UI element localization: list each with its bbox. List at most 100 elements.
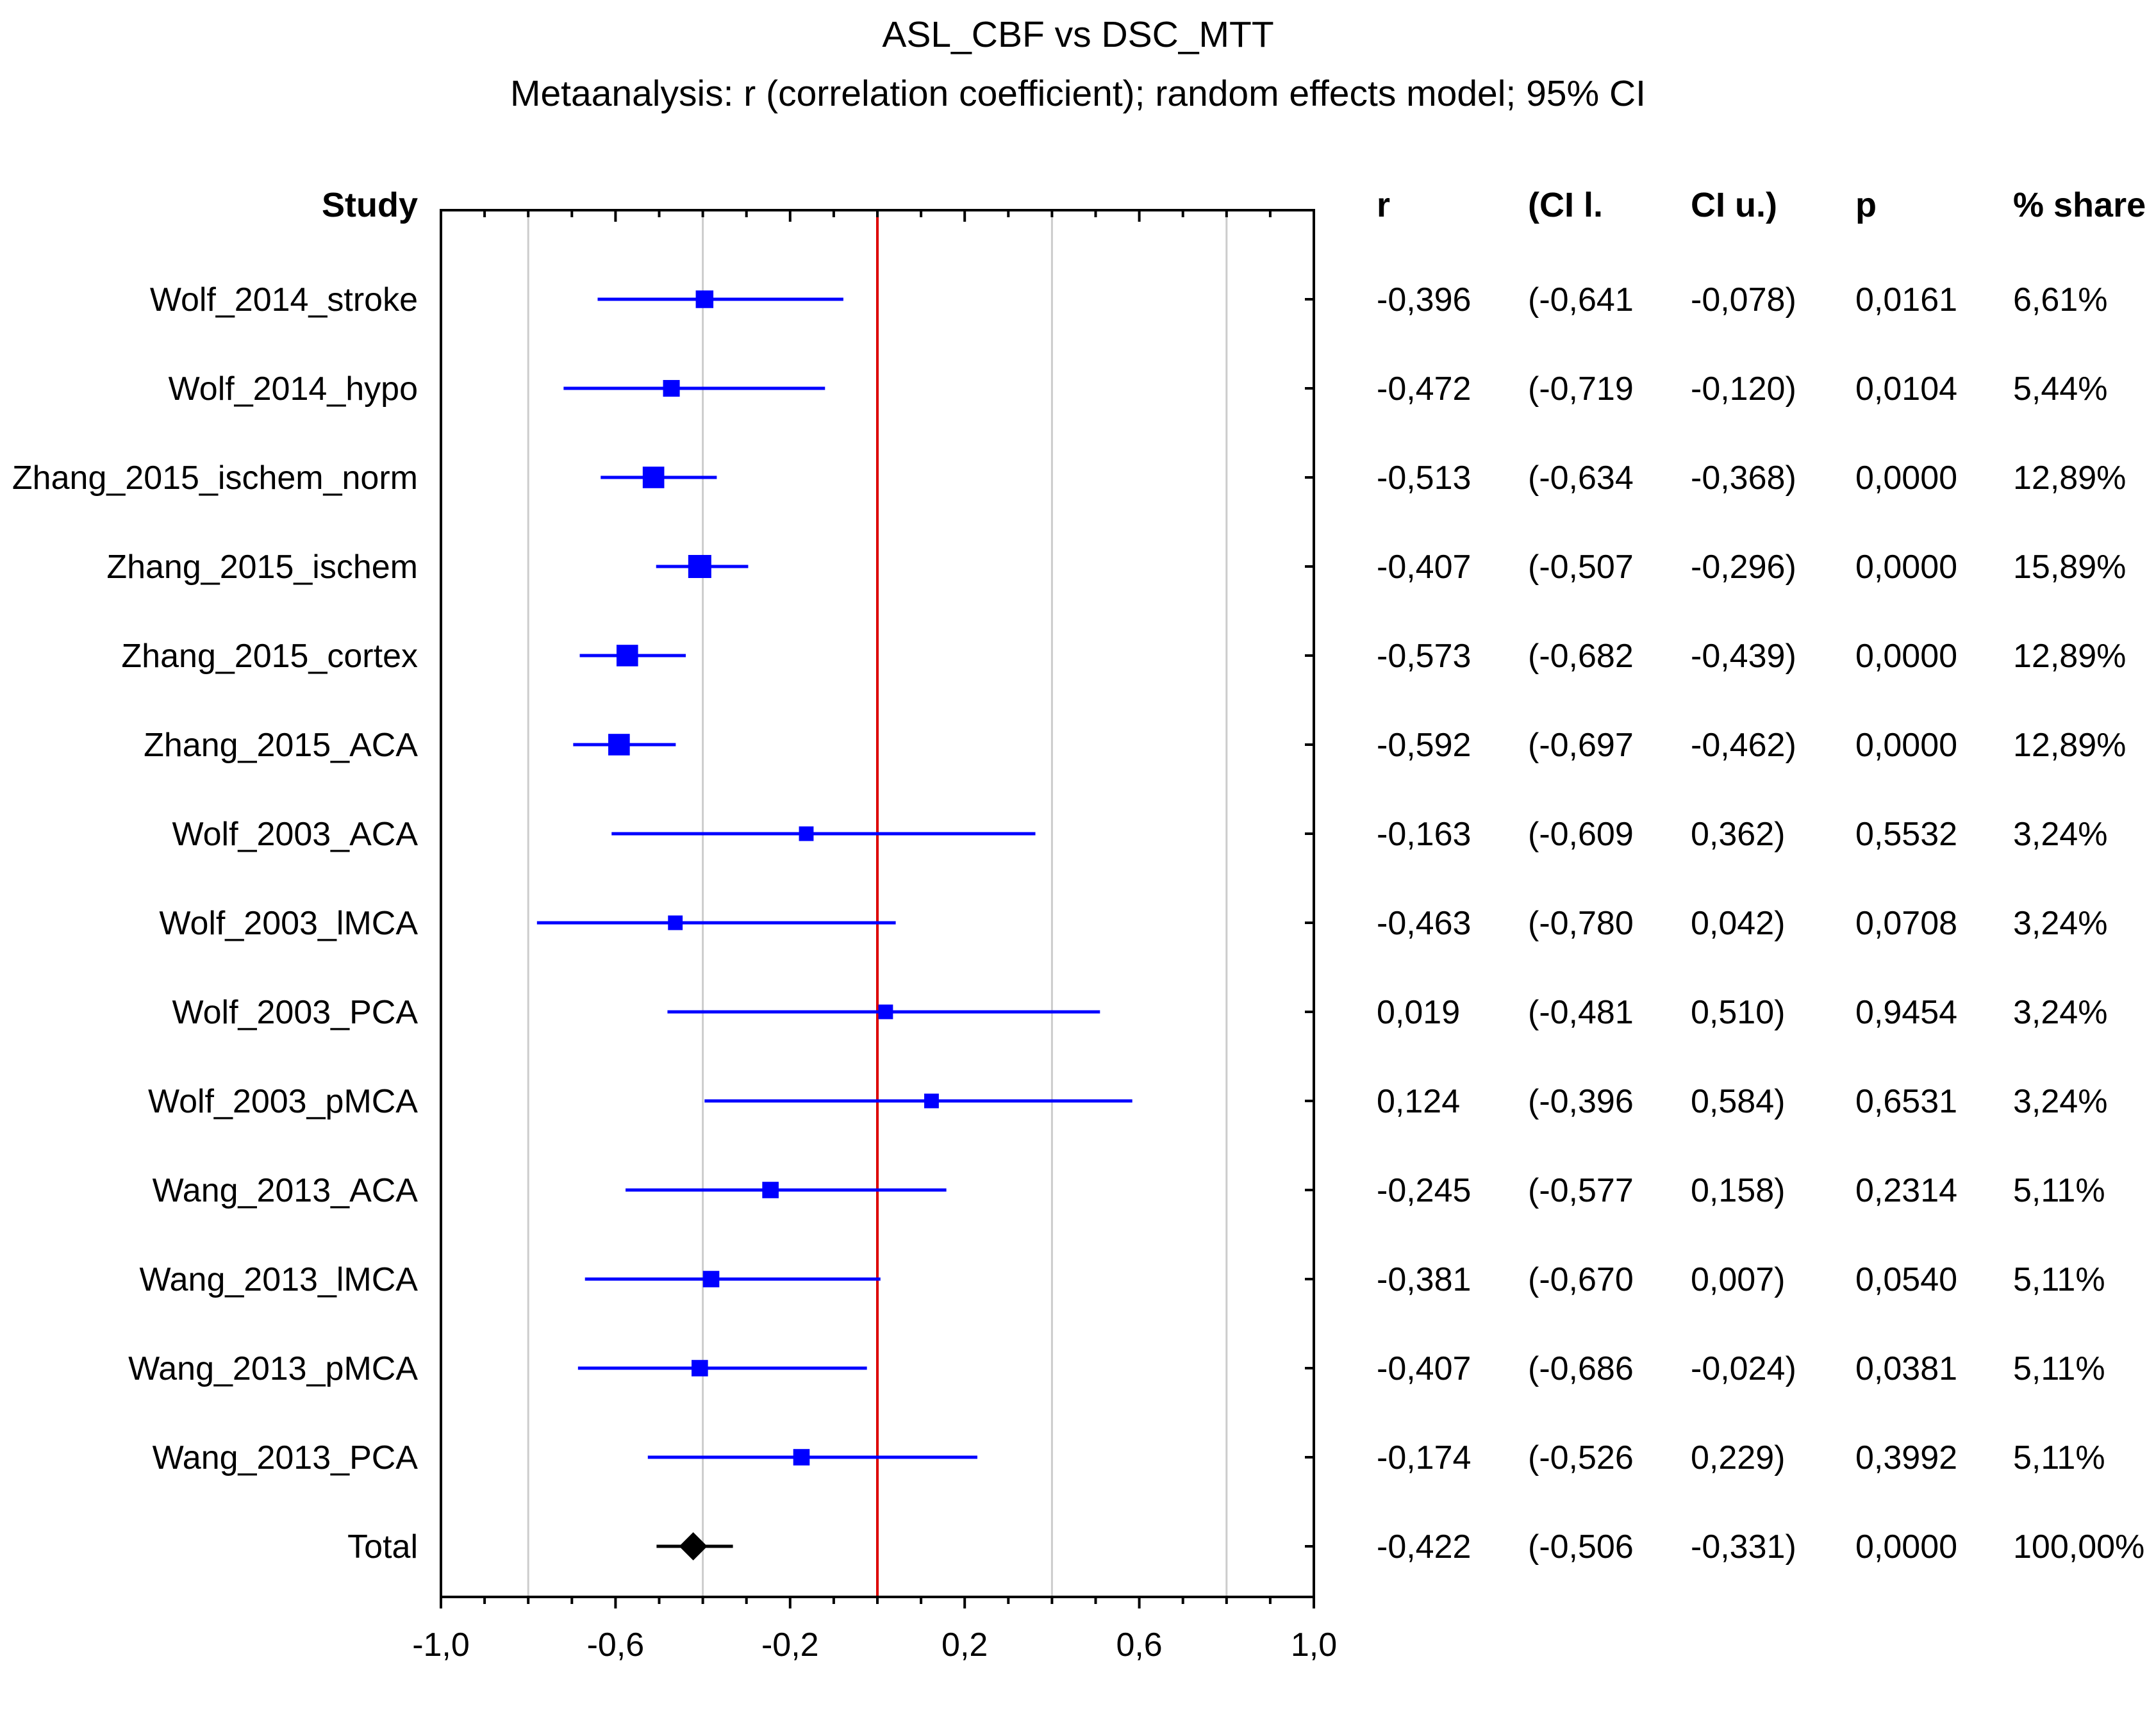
p-value: 0,3992	[1855, 1439, 1957, 1476]
share-value: 12,89%	[2013, 638, 2126, 675]
ci-upper-value: 0,158)	[1691, 1172, 1785, 1209]
study-label: Wang_2013_ACA	[153, 1172, 419, 1209]
study-label: Wolf_2014_hypo	[169, 370, 418, 408]
share-value: 5,11%	[2013, 1261, 2105, 1298]
ci-lower-value: (-0,481	[1528, 994, 1634, 1031]
ci-upper-value: 0,229)	[1691, 1439, 1785, 1476]
r-value: -0,513	[1377, 459, 1471, 497]
p-value: 0,5532	[1855, 816, 1957, 853]
total-label: Total	[347, 1528, 418, 1566]
p-value: 0,0708	[1855, 905, 1957, 942]
ci-upper-value: 0,007)	[1691, 1261, 1785, 1298]
study-row: Zhang_2015_cortex -0,573 (-0,682 -0,439) 0,0…	[121, 638, 2126, 675]
point-estimate	[608, 734, 630, 756]
header-r: r	[1377, 186, 1390, 224]
study-label: Zhang_2015_ischem	[106, 549, 418, 586]
r-value: -0,174	[1377, 1439, 1471, 1476]
share-value: 5,44%	[2013, 370, 2107, 408]
header-ci-upper: CI u.)	[1691, 186, 1777, 224]
total-diamond	[679, 1532, 708, 1560]
r-value: -0,463	[1377, 905, 1471, 942]
point-estimate	[688, 555, 711, 578]
study-row: Wolf_2014_hypo -0,472 (-0,719 -0,120) 0,0104…	[169, 370, 2108, 408]
study-row: Zhang_2015_ischem -0,407 (-0,507 -0,296) 0,0…	[106, 549, 2126, 586]
share-value: 5,11%	[2013, 1439, 2105, 1476]
share-value: 6,61%	[2013, 281, 2107, 318]
x-tick-label: -1,0	[412, 1626, 470, 1664]
point-estimate	[616, 645, 638, 666]
x-tick-label: -0,2	[761, 1626, 819, 1664]
share-value: 12,89%	[2013, 727, 2126, 764]
x-tick-label: 0,6	[1116, 1626, 1162, 1664]
p-value: 0,2314	[1855, 1172, 1957, 1209]
point-estimate	[702, 1271, 720, 1287]
ci-lower-value: (-0,577	[1528, 1172, 1634, 1209]
study-row: Wolf_2014_stroke -0,396 (-0,641 -0,078) 0,01…	[150, 281, 2108, 318]
study-row: Zhang_2015_ACA -0,592 (-0,697 -0,462) 0,0000…	[144, 727, 2126, 764]
point-estimate	[695, 290, 714, 308]
point-estimate	[663, 379, 680, 397]
ci-lower-value: (-0,609	[1528, 816, 1634, 853]
ci-upper-value: -0,120)	[1691, 370, 1796, 408]
p-value: 0,6531	[1855, 1083, 1957, 1120]
r-value: 0,124	[1377, 1083, 1460, 1120]
header-ci-lower: (CI l.	[1528, 186, 1603, 224]
chart-title: ASL_CBF vs DSC_MTT	[882, 14, 1273, 55]
r-value: -0,592	[1377, 727, 1471, 764]
p-value: 0,9454	[1855, 994, 1957, 1031]
ci-lower-value: (-0,634	[1528, 459, 1634, 497]
ci-lower-value: (-0,526	[1528, 1439, 1634, 1476]
point-estimate	[793, 1449, 810, 1466]
share-value: 5,11%	[2013, 1350, 2105, 1387]
study-label: Wolf_2003_PCA	[172, 994, 419, 1031]
p-value: 0,0000	[1855, 549, 1957, 586]
x-axis: -1,0 -0,6 -0,2 0,2 0,6 1,0	[412, 210, 1337, 1664]
study-label: Wang_2013_pMCA	[128, 1350, 418, 1387]
r-value: -0,163	[1377, 816, 1471, 853]
point-estimate	[668, 915, 683, 930]
p-value: 0,0104	[1855, 370, 1957, 408]
ci-upper-value: -0,462)	[1691, 727, 1796, 764]
study-label: Wang_2013_PCA	[153, 1439, 419, 1476]
ci-upper-value: 0,362)	[1691, 816, 1785, 853]
p-value: 0,0161	[1855, 281, 1957, 318]
ci-lower-value: (-0,506	[1528, 1528, 1634, 1566]
header-share: % share	[2013, 186, 2146, 224]
ci-upper-value: -0,368)	[1691, 459, 1796, 497]
study-label: Wang_2013_lMCA	[139, 1261, 418, 1298]
ci-lower-value: (-0,507	[1528, 549, 1634, 586]
study-row: Zhang_2015_ischem_norm -0,513 (-0,634 -0,36…	[12, 459, 2126, 497]
study-label: Wolf_2003_pMCA	[148, 1083, 418, 1120]
ci-lower-value: (-0,697	[1528, 727, 1634, 764]
p-value: 0,0000	[1855, 727, 1957, 764]
ci-upper-value: -0,439)	[1691, 638, 1796, 675]
point-estimate	[799, 826, 814, 841]
ci-upper-value: 0,510)	[1691, 994, 1785, 1031]
study-row: Wolf_2003_PCA 0,019 (-0,481 0,510) 0,9454 3,2…	[172, 994, 2108, 1031]
p-value: 0,0000	[1855, 1528, 1957, 1566]
x-tick-label: 1,0	[1291, 1626, 1337, 1664]
point-estimate	[642, 467, 665, 488]
r-value: -0,381	[1377, 1261, 1471, 1298]
ci-lower-value: (-0,641	[1528, 281, 1634, 318]
x-tick-label: 0,2	[941, 1626, 988, 1664]
r-value: -0,245	[1377, 1172, 1471, 1209]
header-p: p	[1855, 186, 1877, 224]
study-label: Zhang_2015_ACA	[144, 727, 418, 764]
study-label: Zhang_2015_cortex	[121, 638, 418, 675]
ci-lower-value: (-0,682	[1528, 638, 1634, 675]
ci-lower-value: (-0,719	[1528, 370, 1634, 408]
share-value: 3,24%	[2013, 1083, 2107, 1120]
share-value: 12,89%	[2013, 459, 2126, 497]
ci-upper-value: 0,584)	[1691, 1083, 1785, 1120]
p-value: 0,0381	[1855, 1350, 1957, 1387]
r-value: 0,019	[1377, 994, 1460, 1031]
study-label: Wolf_2014_stroke	[150, 281, 418, 318]
study-row: Wang_2013_ACA -0,245 (-0,577 0,158) 0,2314 5,…	[153, 1172, 2105, 1209]
ci-lower-value: (-0,670	[1528, 1261, 1634, 1298]
study-label: Wolf_2003_ACA	[172, 816, 419, 853]
header-study: Study	[322, 186, 418, 224]
total-row: Total -0,422 (-0,506 -0,331) 0,0000 100,00%	[347, 1528, 2144, 1566]
point-estimate	[924, 1093, 939, 1109]
